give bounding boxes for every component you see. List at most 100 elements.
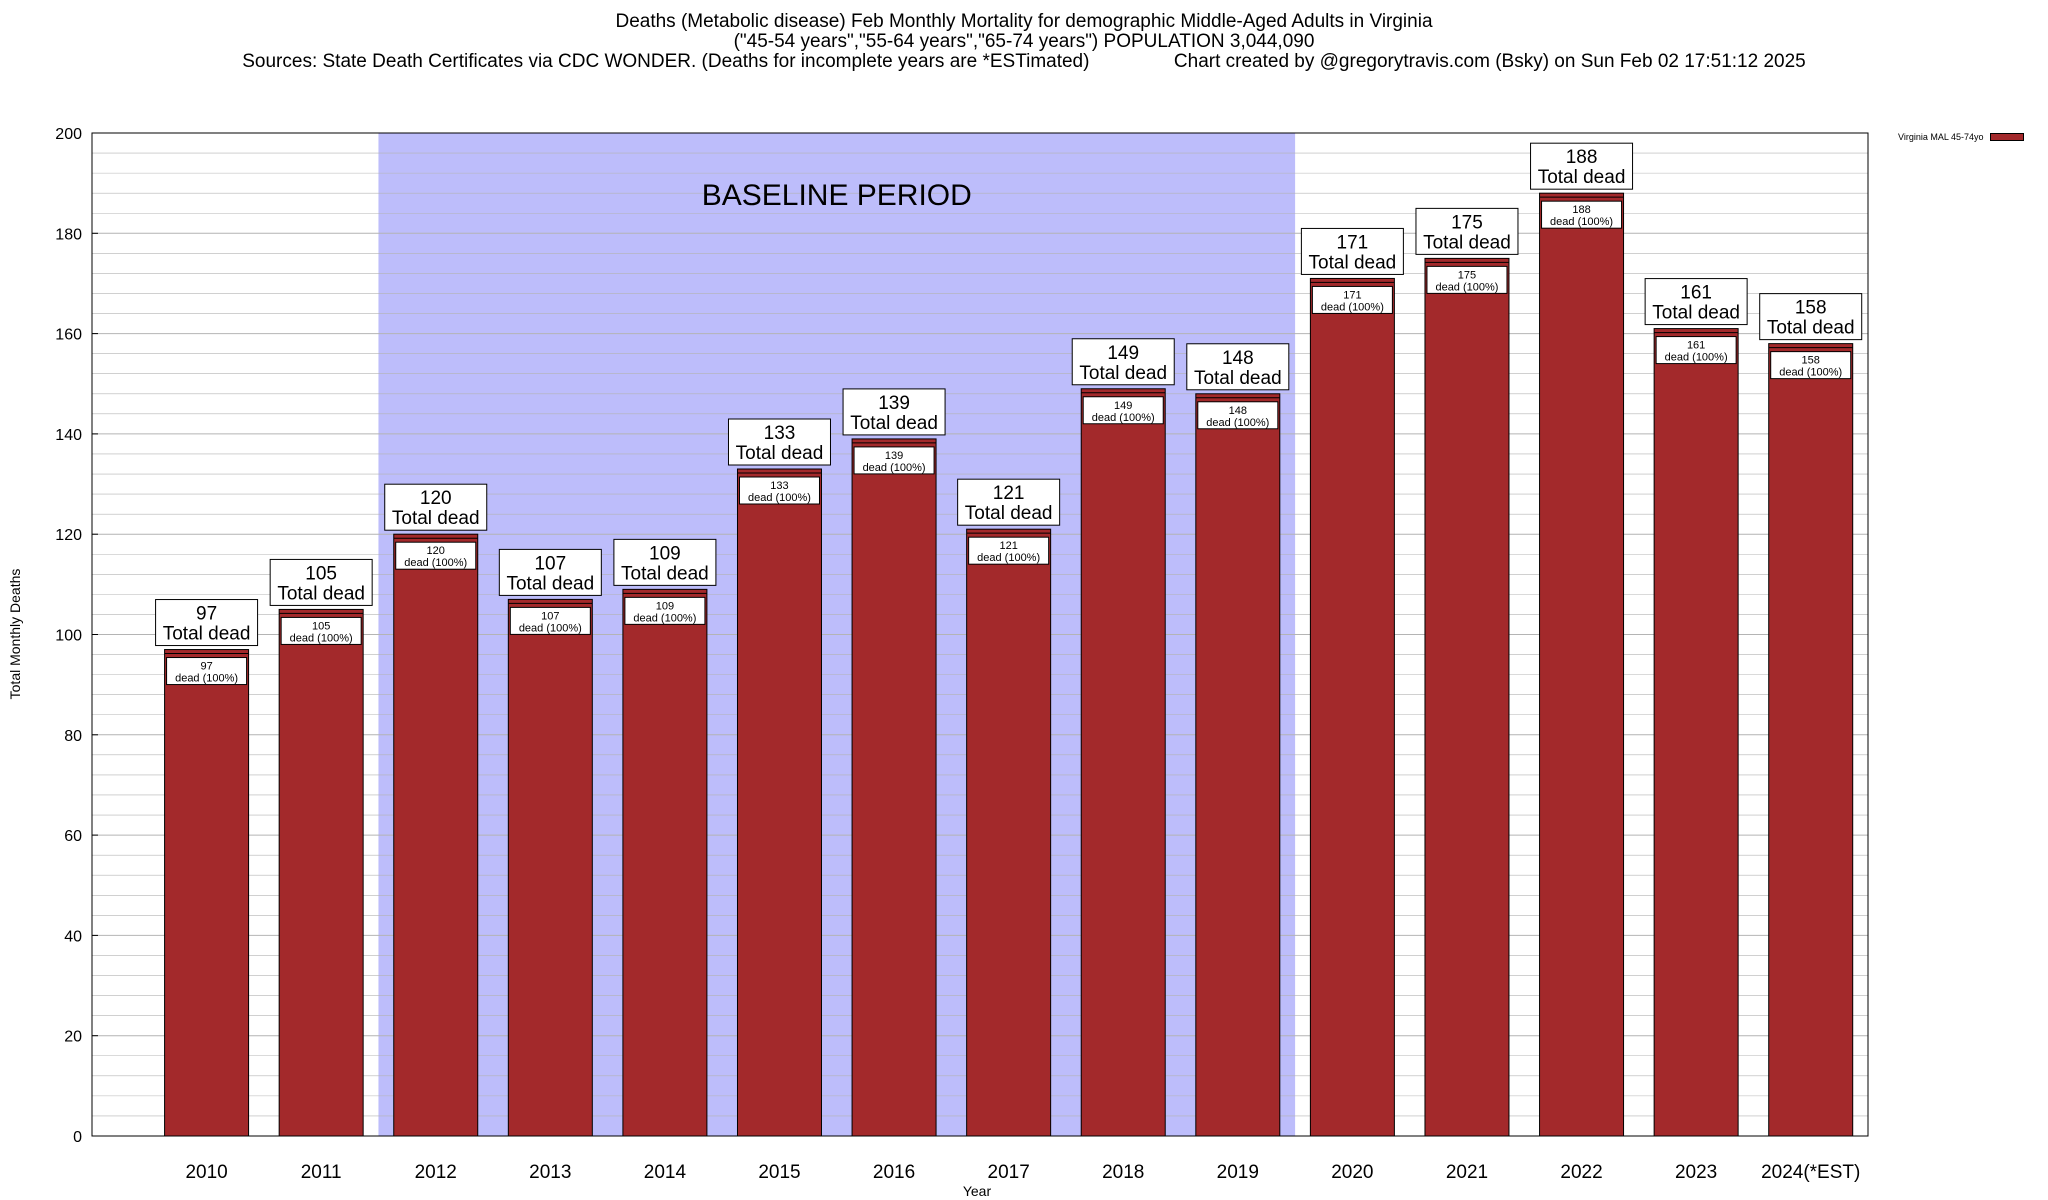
total-label-text: Total dead — [277, 583, 365, 604]
total-label-text: Total dead — [1309, 252, 1397, 273]
inner-label-value: 105 — [312, 620, 330, 632]
total-label-value: 175 — [1451, 212, 1483, 233]
bar — [1080, 388, 1166, 1137]
inner-label-box — [1197, 401, 1279, 430]
inner-label-text: dead (100%) — [748, 492, 811, 504]
total-label-value: 171 — [1337, 232, 1369, 253]
bar — [1195, 393, 1281, 1137]
y-tick-label: 60 — [64, 828, 82, 845]
total-label-value: 161 — [1680, 283, 1712, 304]
inner-label-value: 148 — [1229, 405, 1247, 417]
chart-title: Deaths (Metabolic disease) Feb Monthly M… — [615, 11, 1433, 32]
bar — [1309, 277, 1395, 1137]
total-label-text: Total dead — [736, 443, 824, 464]
total-label-value: 97 — [196, 604, 217, 625]
total-label-box — [155, 599, 259, 647]
bar — [278, 608, 364, 1137]
inner-label-value: 149 — [1114, 400, 1132, 412]
inner-label-box — [738, 476, 820, 505]
total-label-text: Total dead — [163, 624, 251, 645]
total-label-box — [1530, 142, 1634, 190]
inner-label-text: dead (100%) — [1435, 281, 1498, 293]
total-label-value: 133 — [764, 423, 796, 444]
bar — [622, 588, 708, 1137]
total-label-value: 148 — [1222, 348, 1254, 369]
inner-label-value: 175 — [1458, 269, 1476, 281]
inner-label-value: 161 — [1687, 340, 1705, 352]
x-tick-label: 2019 — [1217, 1162, 1259, 1183]
total-label-value: 158 — [1795, 298, 1827, 319]
inner-label-text: dead (100%) — [290, 632, 353, 644]
y-tick-label: 140 — [55, 427, 82, 444]
x-tick-label: 2014 — [644, 1162, 687, 1183]
y-tick-label: 180 — [55, 226, 82, 243]
bar — [507, 598, 593, 1137]
inner-label-value: 120 — [427, 545, 445, 557]
inner-label-box — [1655, 336, 1737, 365]
bar — [851, 438, 937, 1137]
inner-label-text: dead (100%) — [633, 612, 696, 624]
inner-label-text: dead (100%) — [519, 622, 582, 634]
inner-label-value: 107 — [541, 610, 559, 622]
total-label-box — [1300, 227, 1404, 275]
bar — [393, 533, 479, 1137]
inner-label-value: 133 — [770, 480, 788, 492]
inner-label-box — [853, 446, 935, 475]
total-label-box — [384, 483, 488, 531]
inner-label-text: dead (100%) — [1092, 412, 1155, 424]
inner-label-box — [1082, 396, 1164, 425]
total-label-value: 139 — [878, 393, 910, 414]
inner-label-value: 121 — [999, 540, 1017, 552]
x-tick-label: 2012 — [415, 1162, 457, 1183]
x-tick-label: 2013 — [529, 1162, 571, 1183]
inner-label-value: 109 — [656, 600, 674, 612]
y-tick-label: 0 — [73, 1129, 82, 1146]
bar — [164, 649, 250, 1137]
inner-label-text: dead (100%) — [1321, 301, 1384, 313]
inner-label-box — [395, 541, 477, 570]
bar — [1768, 343, 1854, 1137]
x-tick-label: 2023 — [1675, 1162, 1717, 1183]
inner-label-text: dead (100%) — [977, 552, 1040, 564]
total-label-text: Total dead — [1538, 167, 1626, 188]
x-tick-label: 2011 — [301, 1162, 342, 1183]
inner-label-value: 171 — [1343, 289, 1361, 301]
total-label-value: 121 — [993, 483, 1025, 504]
inner-label-box — [509, 606, 591, 635]
total-label-value: 105 — [305, 563, 337, 584]
total-label-text: Total dead — [1767, 318, 1855, 339]
total-label-text: Total dead — [621, 563, 709, 584]
total-label-value: 188 — [1566, 147, 1598, 168]
total-label-box — [613, 538, 717, 586]
legend-label: Virginia MAL 45-74yo — [1898, 132, 1984, 142]
chart-sources: Sources: State Death Certificates via CD… — [242, 51, 1806, 72]
legend-swatch — [1989, 133, 2024, 141]
total-label-box — [1071, 338, 1175, 386]
chart-title-block: Deaths (Metabolic disease) Feb Monthly M… — [0, 12, 2048, 72]
total-label-text: Total dead — [1652, 303, 1740, 324]
inner-label-box — [1770, 351, 1852, 380]
y-tick-label: 160 — [55, 327, 82, 344]
x-tick-label: 2024(*EST) — [1761, 1162, 1860, 1183]
total-label-text: Total dead — [392, 508, 480, 529]
x-tick-label: 2021 — [1446, 1162, 1488, 1183]
y-tick-label: 100 — [55, 628, 82, 645]
total-label-text: Total dead — [1423, 232, 1511, 253]
bar — [1539, 192, 1625, 1137]
bar — [1653, 328, 1739, 1137]
x-axis-label: Year — [963, 1183, 992, 1199]
total-label-box — [957, 478, 1061, 526]
chart-subtitle: ("45-54 years","55-64 years","65-74 year… — [733, 31, 1315, 52]
inner-label-box — [166, 657, 248, 686]
total-label-box — [498, 548, 602, 596]
inner-label-text: dead (100%) — [404, 557, 467, 569]
total-label-text: Total dead — [1079, 363, 1167, 384]
x-tick-label: 2018 — [1102, 1162, 1144, 1183]
inner-label-text: dead (100%) — [1550, 216, 1613, 228]
total-label-text: Total dead — [1194, 368, 1282, 389]
x-tick-label: 2017 — [988, 1162, 1030, 1183]
inner-label-box — [280, 616, 362, 645]
y-axis-label: Total Monthly Deaths — [7, 569, 23, 700]
inner-label-value: 188 — [1572, 204, 1590, 216]
inner-label-text: dead (100%) — [175, 673, 238, 685]
